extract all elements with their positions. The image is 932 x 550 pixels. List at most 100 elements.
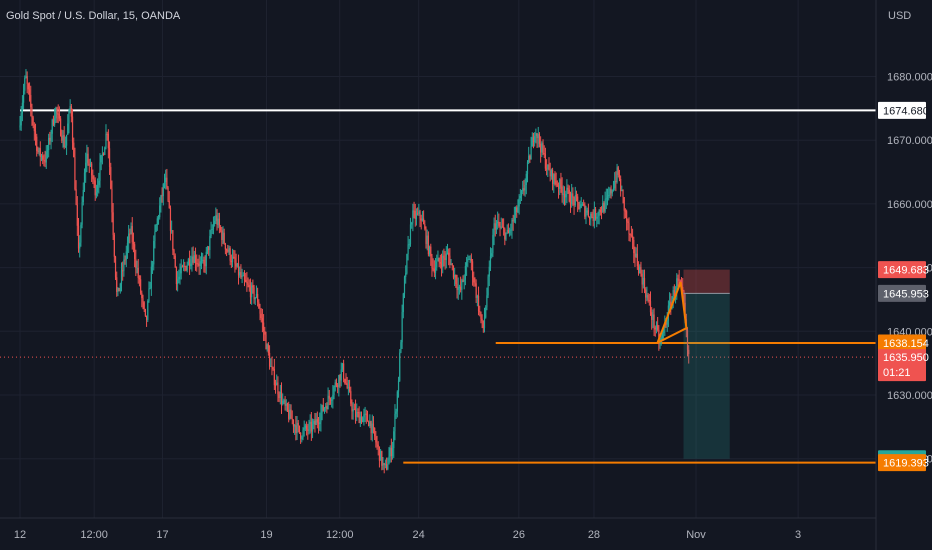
- candle-body: [510, 229, 512, 231]
- candle-body: [178, 276, 180, 280]
- candle-body: [627, 221, 629, 223]
- candle-body: [162, 184, 164, 197]
- current-price-tag-bg: [878, 349, 926, 382]
- candle-body: [61, 135, 63, 141]
- candle-body: [420, 218, 422, 221]
- candle-body: [466, 262, 468, 266]
- candle-body: [407, 244, 409, 255]
- candle-body: [591, 213, 593, 218]
- x-tick-label: 12: [14, 529, 26, 541]
- y-tick-label: 1680.000: [887, 72, 932, 84]
- candle-body: [585, 212, 587, 217]
- candle-body: [107, 133, 109, 149]
- candle-body: [596, 216, 598, 219]
- triangle-pattern: [656, 281, 688, 344]
- candle-body: [36, 136, 38, 151]
- candle-body: [606, 195, 609, 199]
- candle-body: [344, 378, 346, 384]
- candle-body: [137, 267, 139, 278]
- candle-body: [142, 298, 144, 303]
- candle-body: [588, 216, 591, 220]
- candle-body: [457, 287, 459, 290]
- x-axis[interactable]: 12 12:00 17 19 12:00 24 26 28 Nov 3: [14, 529, 801, 541]
- candle-body: [138, 277, 141, 280]
- candle-body: [540, 143, 542, 153]
- candle-body: [522, 188, 524, 192]
- candle-body: [153, 240, 155, 265]
- candle-body: [319, 422, 321, 425]
- level-tag-bg: [878, 334, 926, 352]
- candle-body: [661, 332, 664, 338]
- candle-body: [31, 107, 33, 118]
- candle-body: [22, 90, 25, 103]
- grid-layer: [0, 0, 876, 518]
- candle-body: [641, 273, 643, 285]
- candle-body: [528, 155, 530, 163]
- candle-body: [247, 283, 249, 286]
- candle-body: [235, 263, 237, 267]
- candle-body: [541, 143, 543, 153]
- candle-body: [470, 258, 472, 262]
- candle-body: [600, 212, 603, 214]
- price-tags: 1649.6831645.9531619.9901674.6801638.154…: [878, 101, 929, 472]
- candle-body: [288, 410, 290, 419]
- candle-body: [622, 190, 624, 198]
- candle-body: [112, 212, 114, 235]
- candle-body: [467, 259, 469, 263]
- candle-body: [563, 193, 566, 198]
- candle-body: [185, 266, 187, 271]
- candle-body: [538, 134, 541, 144]
- candle-body: [518, 198, 520, 207]
- candle-body: [155, 224, 157, 232]
- candle-body: [285, 403, 287, 406]
- candle-body: [519, 195, 521, 199]
- x-tick-label: 12:00: [326, 529, 354, 541]
- candle-body: [92, 175, 94, 179]
- candle-body: [57, 113, 59, 115]
- candle-body: [347, 386, 349, 388]
- candle-body: [283, 400, 285, 402]
- candle-body: [583, 204, 585, 206]
- candle-body: [64, 145, 66, 147]
- candle-body: [145, 315, 148, 320]
- candle-body: [462, 280, 464, 282]
- candle-body: [82, 189, 84, 203]
- drawing-layer: [0, 109, 876, 464]
- candle-body: [362, 417, 364, 423]
- candle-body: [85, 162, 87, 173]
- candle-body: [446, 252, 449, 254]
- candle-body: [296, 422, 298, 434]
- candle-body: [60, 118, 62, 136]
- candle-body: [659, 342, 661, 344]
- candle-body: [76, 204, 78, 226]
- candle-body: [523, 188, 525, 191]
- candle-body: [209, 236, 211, 250]
- candle-body: [530, 146, 532, 160]
- x-tick-label: 17: [156, 529, 168, 541]
- candle-body: [376, 442, 378, 445]
- candle-body: [359, 416, 361, 424]
- candle-body: [498, 221, 500, 226]
- candle-body: [655, 325, 658, 330]
- candle-body: [42, 155, 44, 160]
- candle-body: [505, 232, 507, 240]
- candle-body: [258, 302, 260, 309]
- candle-body: [395, 411, 397, 414]
- candle-body: [149, 288, 151, 290]
- candle-body: [461, 280, 463, 290]
- candle-body: [63, 135, 65, 147]
- candle-body: [143, 302, 145, 309]
- candle-body: [79, 242, 81, 249]
- candle-body: [236, 263, 238, 267]
- candle-body: [506, 229, 508, 233]
- candle-body: [501, 226, 504, 228]
- candle-body: [475, 283, 477, 298]
- candle-body: [317, 422, 320, 425]
- candle-body: [640, 267, 642, 274]
- candle-body: [25, 76, 27, 78]
- candle-body: [513, 215, 515, 222]
- candle-body: [634, 253, 636, 257]
- candle-body: [316, 419, 318, 423]
